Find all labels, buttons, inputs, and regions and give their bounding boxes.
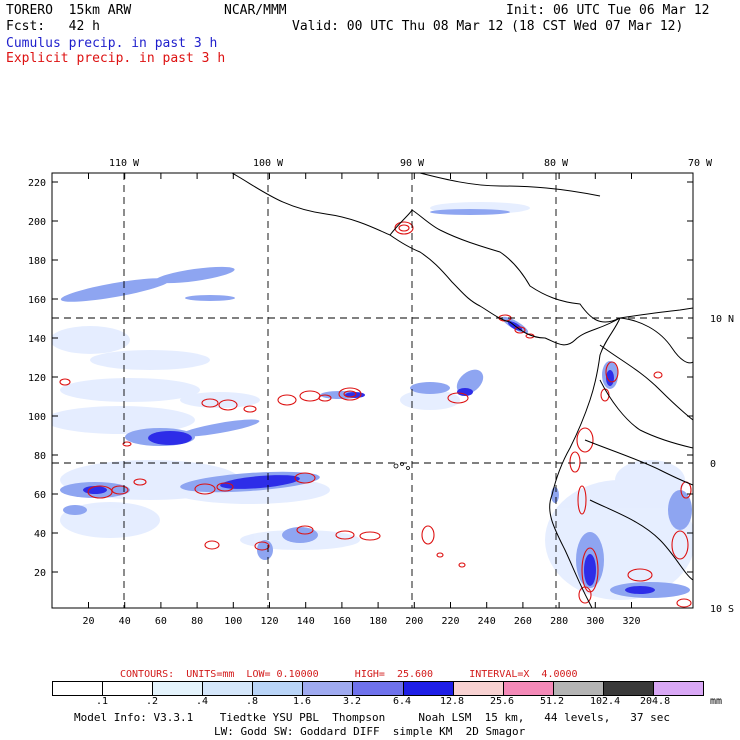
y-tick-label: 20 bbox=[34, 568, 46, 579]
y-tick-label: 120 bbox=[28, 373, 46, 384]
longitude-label: 70 W bbox=[688, 158, 713, 169]
y-tick-label: 40 bbox=[34, 529, 46, 540]
x-tick-label: 240 bbox=[478, 616, 496, 627]
forecast-hour: Fcst: 42 h bbox=[6, 19, 100, 34]
colorbar-label: .8 bbox=[245, 696, 259, 707]
y-tick-label: 80 bbox=[34, 451, 46, 462]
x-axis-ticks: 20 40 60 80 100 120 140 160 180 200 220 240 260 280 30… bbox=[82, 173, 641, 627]
x-tick-label: 60 bbox=[155, 616, 167, 627]
x-tick-label: 320 bbox=[622, 616, 640, 627]
model-title: TORERO 15km ARW bbox=[6, 3, 132, 18]
colorbar-swatch bbox=[203, 682, 254, 695]
center-name: NCAR/MMM bbox=[224, 3, 287, 18]
x-tick-label: 120 bbox=[260, 616, 278, 627]
latitude-label: 10 S bbox=[710, 604, 734, 615]
x-tick-label: 100 bbox=[224, 616, 242, 627]
map-frame bbox=[51, 172, 694, 609]
y-tick-label: 160 bbox=[28, 295, 46, 306]
colorbar-swatch bbox=[103, 682, 154, 695]
colorbar-swatch bbox=[353, 682, 404, 695]
x-tick-label: 180 bbox=[369, 616, 387, 627]
y-tick-label: 140 bbox=[28, 334, 46, 345]
x-tick-label: 140 bbox=[297, 616, 315, 627]
y-tick-label: 100 bbox=[28, 412, 46, 423]
precip-field bbox=[52, 173, 693, 608]
colorbar bbox=[52, 681, 704, 696]
latitude-labels: 10 N 0 10 S bbox=[710, 314, 734, 615]
colorbar-swatch bbox=[403, 682, 454, 695]
colorbar-label: 1.6 bbox=[292, 696, 312, 707]
x-tick-label: 280 bbox=[550, 616, 568, 627]
valid-time: Valid: 00 UTC Thu 08 Mar 12 (18 CST Wed … bbox=[292, 19, 684, 34]
colorbar-swatch bbox=[303, 682, 354, 695]
y-axis-ticks: 220 200 180 160 140 120 100 80 60 40 20 bbox=[28, 178, 693, 579]
x-tick-label: 160 bbox=[333, 616, 351, 627]
longitude-labels: 110 W 100 W 90 W 80 W 70 W bbox=[109, 158, 713, 169]
longitude-label: 100 W bbox=[253, 158, 284, 169]
x-tick-label: 20 bbox=[82, 616, 94, 627]
x-tick-label: 80 bbox=[191, 616, 203, 627]
physics-info: LW: Godd SW: Goddard DIFF simple KM 2D S… bbox=[214, 725, 526, 738]
longitude-label: 110 W bbox=[109, 158, 140, 169]
y-tick-label: 60 bbox=[34, 490, 46, 501]
colorbar-swatch bbox=[253, 682, 304, 695]
colorbar-unit: mm bbox=[710, 696, 723, 707]
colorbar-label: .1 bbox=[95, 696, 109, 707]
colorbar-swatch bbox=[453, 682, 504, 695]
colorbar-label: 102.4 bbox=[590, 696, 621, 707]
colorbar-swatch bbox=[603, 682, 654, 695]
colorbar-label: .4 bbox=[195, 696, 209, 707]
init-time: Init: 06 UTC Tue 06 Mar 12 bbox=[506, 3, 710, 18]
cumulus-legend: Cumulus precip. in past 3 h bbox=[6, 36, 218, 51]
colorbar-swatch bbox=[153, 682, 204, 695]
model-info: Model Info: V3.3.1 Tiedtke YSU PBL Thomp… bbox=[74, 711, 671, 724]
longitude-label: 80 W bbox=[544, 158, 569, 169]
colorbar-label: 25.6 bbox=[490, 696, 515, 707]
latitude-label: 10 N bbox=[710, 314, 734, 325]
colorbar-label: .2 bbox=[145, 696, 159, 707]
colorbar-label: 12.8 bbox=[440, 696, 465, 707]
x-tick-label: 40 bbox=[119, 616, 131, 627]
y-tick-label: 200 bbox=[28, 217, 46, 228]
contour-info: CONTOURS: UNITS=mm LOW= 0.10000 HIGH= 25… bbox=[120, 669, 578, 680]
x-tick-label: 220 bbox=[441, 616, 459, 627]
longitude-label: 90 W bbox=[400, 158, 425, 169]
colorbar-swatch bbox=[653, 682, 704, 695]
colorbar-label: 51.2 bbox=[540, 696, 565, 707]
latitude-label: 0 bbox=[710, 459, 716, 470]
colorbar-label: 6.4 bbox=[392, 696, 412, 707]
y-tick-label: 220 bbox=[28, 178, 46, 189]
x-tick-label: 300 bbox=[586, 616, 604, 627]
explicit-legend: Explicit precip. in past 3 h bbox=[6, 51, 226, 66]
colorbar-label: 204.8 bbox=[640, 696, 671, 707]
colorbar-label: 3.2 bbox=[342, 696, 362, 707]
x-tick-label: 200 bbox=[405, 616, 423, 627]
colorbar-swatch bbox=[553, 682, 604, 695]
x-tick-label: 260 bbox=[514, 616, 532, 627]
colorbar-swatch bbox=[53, 682, 104, 695]
colorbar-swatch bbox=[503, 682, 554, 695]
y-tick-label: 180 bbox=[28, 256, 46, 267]
